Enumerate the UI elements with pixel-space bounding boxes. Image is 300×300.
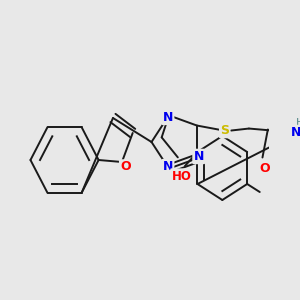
Text: N: N — [163, 111, 173, 124]
Text: O: O — [260, 162, 270, 175]
Text: O: O — [120, 160, 131, 173]
Text: S: S — [220, 124, 229, 137]
Text: N: N — [194, 150, 204, 163]
Text: N: N — [291, 126, 300, 139]
Text: H: H — [296, 118, 300, 128]
Text: HO: HO — [171, 169, 191, 182]
Text: N: N — [163, 160, 173, 173]
